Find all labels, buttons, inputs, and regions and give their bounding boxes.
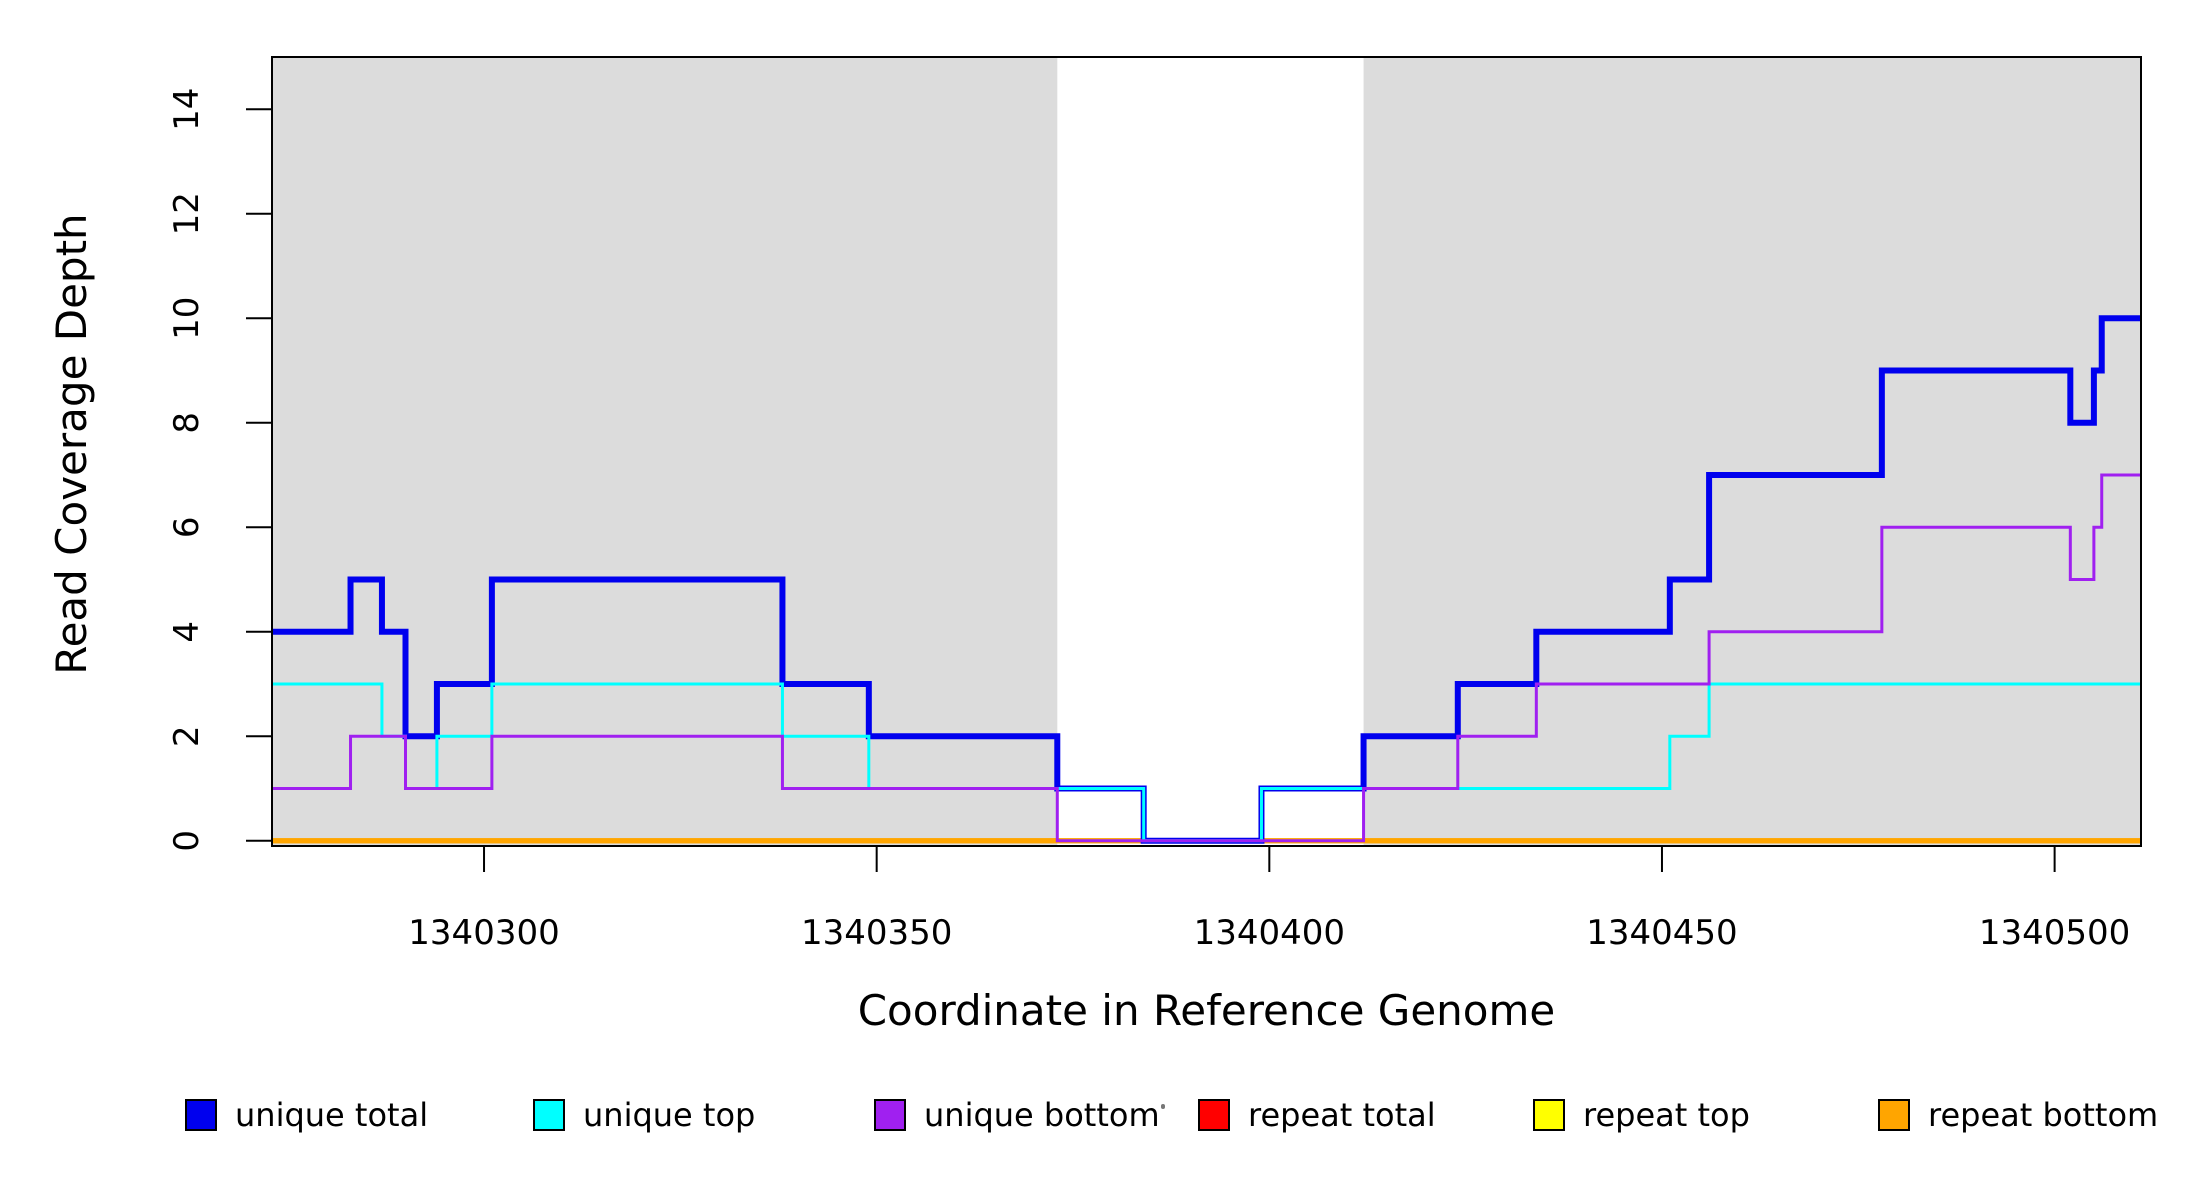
y-axis-title: Read Coverage Depth (47, 213, 96, 675)
y-tick-label: 4 (167, 621, 207, 643)
series-line-unique-bottom (272, 473, 2141, 843)
y-tick-label: 14 (167, 88, 207, 131)
x-tick-label: 1340400 (1194, 913, 1345, 953)
shaded-region (1363, 57, 2141, 846)
y-tick-label: 12 (167, 192, 207, 235)
x-tick-label: 1340300 (408, 913, 559, 953)
x-tick-label: 1340500 (1979, 913, 2130, 953)
x-axis-title: Coordinate in Reference Genome (857, 986, 1556, 1035)
x-tick-label: 1340350 (801, 913, 952, 953)
y-tick-label: 8 (167, 412, 207, 434)
y-tick-label: 10 (167, 297, 207, 340)
y-tick-label: 0 (167, 830, 207, 852)
y-tick-label: 6 (167, 516, 207, 538)
x-tick-label: 1340450 (1586, 913, 1737, 953)
y-tick-label: 2 (167, 725, 207, 747)
plot-border (271, 56, 2142, 847)
stray-mark (1161, 1104, 1165, 1109)
shaded-region (272, 57, 1058, 846)
